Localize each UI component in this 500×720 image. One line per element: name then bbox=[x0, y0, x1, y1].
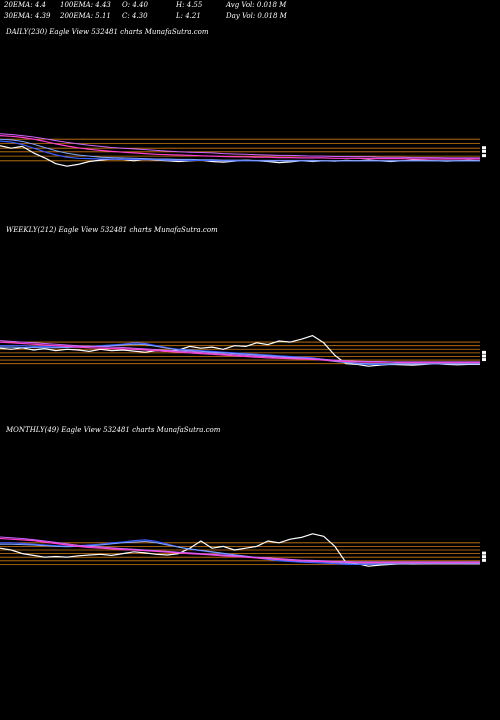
ema30-stat: 30EMA: 4.39 bbox=[4, 12, 51, 20]
daily-series-3-line bbox=[0, 135, 480, 160]
ema100-stat: 100EMA: 4.43 bbox=[60, 1, 111, 9]
monthly-series-3-line bbox=[0, 537, 480, 564]
high-stat: H: 4.55 bbox=[176, 1, 203, 9]
weekly-price-marker bbox=[482, 350, 486, 354]
day-vol-stat: Day Vol: 0.018 M bbox=[226, 12, 287, 20]
daily-price-marker bbox=[482, 149, 486, 153]
ema20-stat: 20EMA: 4.4 bbox=[4, 1, 46, 9]
daily-series-2-line bbox=[0, 138, 480, 162]
ema200-stat: 200EMA: 5.11 bbox=[60, 12, 111, 20]
daily-panel-label: DAILY(230) Eagle View 532481 charts Muna… bbox=[6, 28, 209, 36]
weekly-series-3-line bbox=[0, 341, 480, 364]
weekly-price-marker bbox=[482, 354, 486, 358]
close-stat: C: 4.30 bbox=[122, 12, 148, 20]
avg-vol-stat: Avg Vol: 0.018 M bbox=[226, 1, 287, 9]
weekly-panel-label: WEEKLY(212) Eagle View 532481 charts Mun… bbox=[6, 226, 218, 234]
daily-price-marker bbox=[482, 146, 486, 150]
monthly-price-marker bbox=[482, 551, 486, 555]
weekly-chart bbox=[0, 334, 486, 367]
weekly-price-marker bbox=[482, 358, 486, 362]
weekly-series-0-line bbox=[0, 334, 480, 367]
daily-chart bbox=[0, 133, 486, 167]
open-stat: O: 4.40 bbox=[122, 1, 148, 9]
monthly-chart bbox=[0, 533, 486, 567]
daily-series-4-line bbox=[0, 133, 480, 159]
monthly-panel-label: MONTHLY(49) Eagle View 532481 charts Mun… bbox=[6, 426, 221, 434]
daily-price-marker bbox=[482, 154, 486, 158]
monthly-price-marker bbox=[482, 555, 486, 559]
low-stat: L: 4.21 bbox=[176, 12, 201, 20]
monthly-series-4-line bbox=[0, 536, 480, 563]
weekly-series-4-line bbox=[0, 340, 480, 363]
monthly-price-marker bbox=[482, 558, 486, 562]
